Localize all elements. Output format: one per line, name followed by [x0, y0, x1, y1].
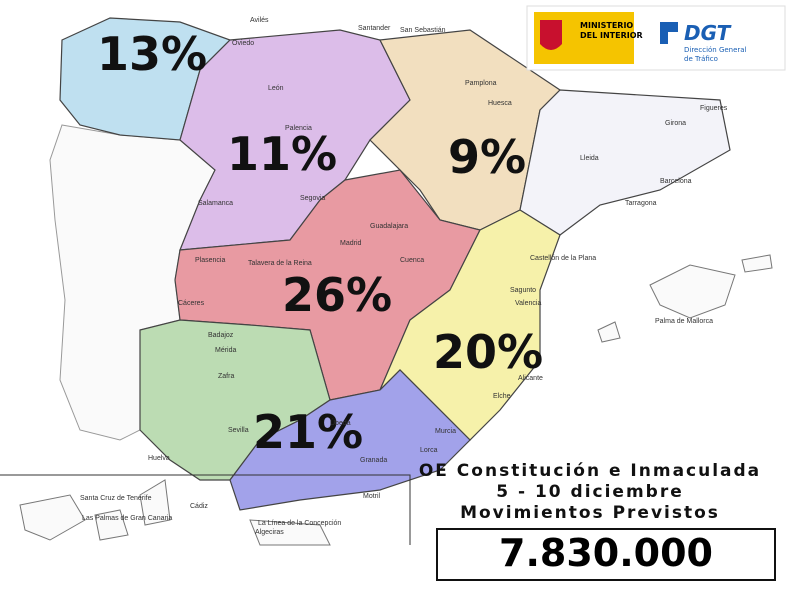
- inset-border: [0, 474, 411, 545]
- city-label: Madrid: [340, 240, 362, 247]
- city-label: Salamanca: [198, 200, 233, 207]
- city-label: Huelva: [148, 455, 170, 462]
- city-label: Santander: [358, 25, 391, 32]
- region-label: 13%: [97, 27, 207, 81]
- region-label: 26%: [282, 268, 392, 322]
- city-label: Sagunto: [510, 287, 536, 294]
- city-label: Badajoz: [208, 332, 234, 339]
- city-label: Elche: [493, 393, 511, 400]
- city-label: Guadalajara: [370, 223, 408, 230]
- city-label: Talavera de la Reina: [248, 260, 312, 267]
- city-label: Plasencia: [195, 257, 225, 264]
- coat-of-arms: [540, 20, 562, 50]
- city-label: Cáceres: [178, 300, 205, 307]
- total: 7.830.000: [499, 531, 713, 575]
- caption-line: 5 - 10 diciembre: [496, 482, 684, 502]
- city-label: León: [268, 85, 284, 92]
- agency-name: Dirección General: [684, 46, 747, 54]
- city-label: Figueres: [700, 105, 728, 112]
- city-label: Murcia: [435, 428, 456, 435]
- agency: DGT: [684, 21, 732, 45]
- inset-ceuta: [249, 519, 331, 546]
- region-label: 9%: [448, 130, 526, 184]
- city-label: Granada: [360, 457, 387, 464]
- city-label: Oviedo: [232, 40, 254, 47]
- island: [94, 509, 129, 541]
- balearic-ibiza: [597, 321, 621, 343]
- city-label: Sevilla: [228, 427, 249, 434]
- balearic-mallorca: [649, 264, 736, 319]
- balearic-menorca: [741, 254, 773, 273]
- caption-line: OE Constitución e Inmaculada: [419, 461, 761, 481]
- city-label: Lleida: [580, 155, 599, 162]
- city-label: Tarragona: [625, 200, 657, 207]
- ministry-text: DEL INTERIOR: [580, 31, 643, 40]
- agency-name: de Tráfico: [684, 55, 718, 63]
- city-label: Úbeda: [330, 418, 351, 427]
- city-label: Alicante: [518, 375, 543, 382]
- city-label: Huesca: [488, 100, 512, 107]
- island: [139, 479, 171, 526]
- city-label: Zafra: [218, 373, 234, 380]
- city-label: Girona: [665, 120, 686, 127]
- city-label: Las Palmas de Gran Canaria: [82, 515, 172, 522]
- city-label: Motril: [363, 493, 381, 500]
- region-north-central: [179, 29, 411, 251]
- city-label: San Sebastián: [400, 27, 446, 34]
- city-label: Mérida: [215, 347, 237, 354]
- city-label: Castellón de la Plana: [530, 255, 596, 262]
- dgt-icon: [660, 22, 678, 44]
- city-label: Santa Cruz de Tenerife: [80, 495, 152, 502]
- region-label: 21%: [253, 405, 363, 459]
- total-box: [436, 528, 776, 581]
- city-label: Pamplona: [465, 80, 497, 87]
- city-label: La Línea de la Concepción: [258, 520, 341, 527]
- city-label: Segovia: [300, 195, 325, 202]
- city-label: Palencia: [285, 125, 312, 132]
- ministry-text: MINISTERIO: [580, 21, 633, 30]
- city-label: Algeciras: [255, 529, 284, 536]
- city-label: Barcelona: [660, 178, 692, 185]
- city-label: Palma de Mallorca: [655, 318, 713, 325]
- city-label: Avilés: [250, 17, 269, 24]
- city-label: Lorca: [420, 447, 438, 454]
- region-label: 20%: [433, 325, 543, 379]
- region-catalonia: [519, 89, 731, 236]
- region-label: 11%: [227, 127, 337, 181]
- city-label: Cuenca: [400, 257, 424, 264]
- city-label: Valencia: [515, 300, 541, 307]
- caption-line: Movimientos Previstos: [460, 503, 720, 523]
- city-label: Cádiz: [190, 503, 208, 510]
- island: [19, 494, 86, 541]
